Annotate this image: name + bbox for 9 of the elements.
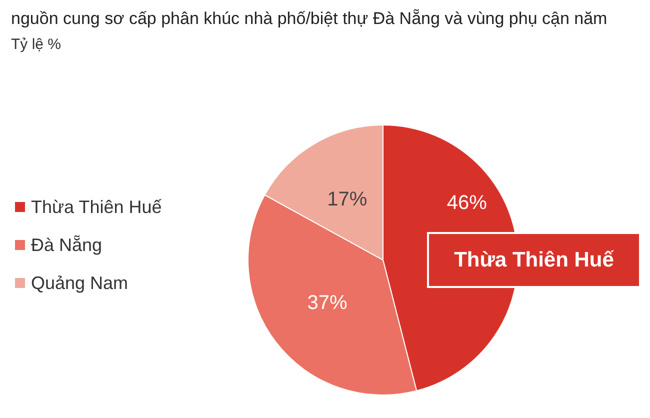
data-label: 46% <box>446 192 488 214</box>
text: Thừa Thiên Huế <box>454 248 614 272</box>
data-label: 17% <box>327 188 368 210</box>
data-label: 37% <box>307 292 348 314</box>
legend-label: Đà Nẵng <box>31 235 102 255</box>
chart-subtitle: Tỷ lệ % <box>11 36 62 53</box>
chart-title: nguồn cung sơ cấp phân khúc nhà phố/biệt thự Đà Nẵng và vùng phụ cận năm <box>11 9 608 28</box>
legend-label: Thừa Thiên Huế <box>31 197 162 217</box>
legend-label: Quảng Nam <box>31 273 128 293</box>
